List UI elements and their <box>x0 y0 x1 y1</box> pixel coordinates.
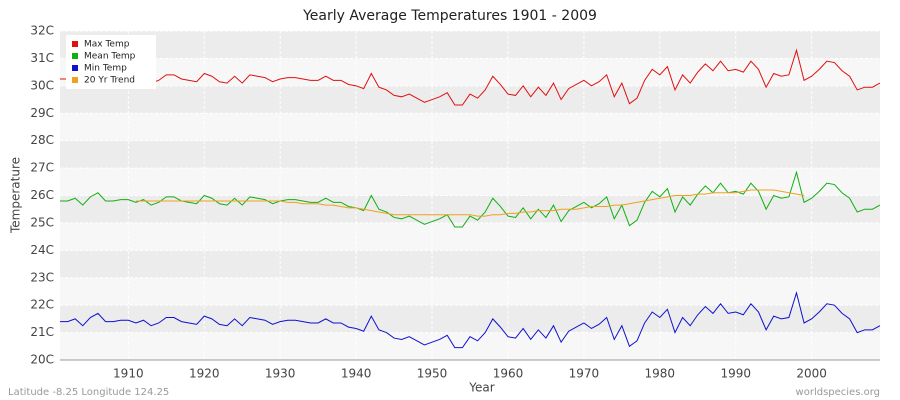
y-tick-label: 26C <box>30 188 54 202</box>
grid-band <box>60 31 880 59</box>
y-tick-label: 22C <box>30 298 54 312</box>
y-tick-label: 31C <box>30 51 54 65</box>
x-axis-label: Year <box>468 381 494 395</box>
x-tick-label: 1930 <box>265 367 296 381</box>
footer-left: Latitude -8.25 Longitude 124.25 <box>8 387 169 398</box>
x-tick-label: 1970 <box>569 367 600 381</box>
y-tick-label: 23C <box>30 270 54 284</box>
y-tick-label: 27C <box>30 161 54 175</box>
y-axis-label: Temperature <box>9 157 23 234</box>
x-tick-label: 1920 <box>189 367 220 381</box>
grid-band <box>60 85 880 114</box>
series-line <box>60 170 881 228</box>
legend-swatch <box>72 53 78 59</box>
grid-band <box>60 305 880 333</box>
y-tick-label: 20C <box>30 353 54 367</box>
y-tick-label: 29C <box>30 106 54 120</box>
x-tick-label: 1980 <box>645 367 676 381</box>
series-line <box>135 189 805 217</box>
x-tick-label: 2000 <box>796 367 827 381</box>
legend: Max Temp Mean Temp Min Temp 20 Yr Trend <box>66 35 156 89</box>
legend-label: 20 Yr Trend <box>84 76 135 86</box>
chart-title: Yearly Average Temperatures 1901 - 2009 <box>302 8 597 24</box>
legend-label: Max Temp <box>84 40 130 50</box>
x-tick-label: 1940 <box>341 367 372 381</box>
y-tick-label: 25C <box>30 215 54 229</box>
legend-label: Min Temp <box>84 64 127 74</box>
x-tick-label: 1910 <box>113 367 144 381</box>
y-tick-label: 21C <box>30 325 54 339</box>
series-line <box>60 48 881 106</box>
legend-swatch <box>72 41 78 47</box>
y-tick-label: 28C <box>30 133 54 147</box>
y-tick-label: 24C <box>30 243 54 257</box>
legend-label: Mean Temp <box>84 52 136 62</box>
footer-right: worldspecies.org <box>796 387 880 398</box>
y-tick-label: 30C <box>30 78 54 92</box>
x-tick-label: 1950 <box>417 367 448 381</box>
legend-box <box>66 35 156 89</box>
x-tick-label: 1990 <box>720 367 751 381</box>
legend-swatch <box>72 77 78 83</box>
y-tick-label: 32C <box>30 24 54 38</box>
legend-swatch <box>72 65 78 71</box>
series-line <box>60 290 881 349</box>
x-tick-label: 1960 <box>493 367 524 381</box>
grid-band <box>60 250 880 278</box>
grid-band <box>60 140 880 169</box>
grid-band <box>60 195 880 223</box>
